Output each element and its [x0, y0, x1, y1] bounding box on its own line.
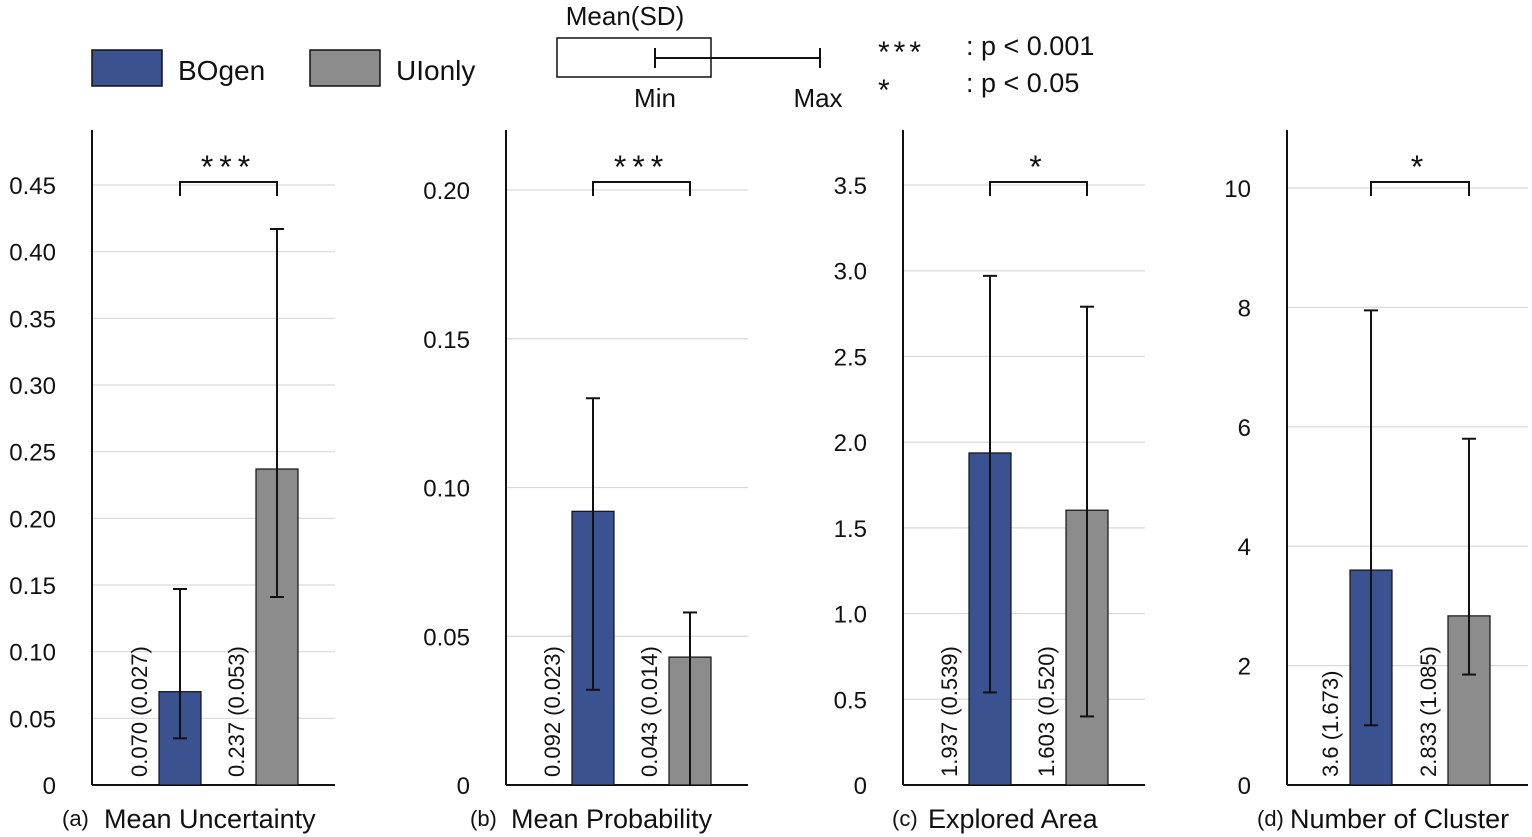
panel-d: 0 2 4 6 8 10 3.6 (1.673) 2.833 (1.085) * (d) N…: [1224, 130, 1528, 834]
y-tick-label: 2.5: [834, 344, 867, 371]
legend-swatch-uionly: [309, 49, 381, 87]
y-tick-label: 6: [1238, 415, 1251, 442]
y-tick-label: 0.10: [9, 640, 56, 667]
panel-title: Mean Probability: [511, 804, 713, 834]
data-label-uionly: 2.833 (1.085): [1416, 646, 1441, 777]
panel-c: 0 0.5 1.0 1.5 2.0 2.5 3.0 3.5 1.937 (0.539) 1.60…: [834, 130, 1145, 834]
legend-significance: *** : p < 0.001 * : p < 0.05: [878, 31, 1094, 107]
significance-bracket: ***: [179, 149, 278, 196]
y-tick-label: 0.15: [9, 573, 56, 600]
y-tick-label: 3.0: [834, 259, 867, 286]
y-tick-label: 2.0: [834, 430, 867, 457]
significance-bracket: *: [989, 149, 1088, 196]
y-tick-label: 0.30: [9, 373, 56, 400]
box-key-min-label: Min: [634, 83, 676, 113]
significance-bracket: *: [1370, 149, 1470, 196]
y-tick-label: 0.40: [9, 240, 56, 267]
box-key-mean-label: Mean(SD): [566, 1, 684, 31]
y-tick-label: 0: [854, 773, 867, 800]
y-tick-label: 0: [457, 773, 470, 800]
y-tick-label: 4: [1238, 534, 1251, 561]
panel-b: 0 0.05 0.10 0.15 0.20 0.092 (0.023) 0.043 (0.…: [423, 130, 748, 834]
data-label-bogen: 3.6 (1.673): [1318, 671, 1343, 777]
bars: 0.070 (0.027) 0.237 (0.053): [127, 228, 299, 786]
y-tick-label: 0.05: [423, 624, 470, 651]
y-tick-label: 2: [1238, 654, 1251, 681]
panel-letter: (a): [62, 806, 89, 831]
y-tick-label: 0.20: [9, 506, 56, 533]
bars: 1.937 (0.539) 1.603 (0.520): [937, 274, 1109, 786]
bracket-line: [179, 181, 278, 196]
significance-text-low: : p < 0.05: [966, 68, 1079, 98]
y-tick-label: 0.20: [423, 178, 470, 205]
legend-label-bogen: BOgen: [178, 55, 265, 86]
data-label-uionly: 0.043 (0.014): [637, 646, 662, 777]
y-ticks: 0 2 4 6 8 10: [1224, 176, 1251, 800]
legend-label-uionly: UIonly: [396, 55, 475, 86]
gridlines: [1287, 187, 1528, 667]
gridlines: [506, 189, 748, 637]
panel-title: Number of Cluster: [1290, 804, 1509, 834]
data-label-bogen: 0.070 (0.027): [127, 646, 152, 777]
significance-stars: ***: [614, 149, 669, 185]
legend-swatch-bogen: [91, 49, 163, 87]
y-tick-label: 0.35: [9, 306, 56, 333]
bracket-line: [989, 181, 1088, 196]
panel-letter: (c): [892, 806, 918, 831]
data-label-uionly: 0.237 (0.053): [224, 646, 249, 777]
data-label-bogen: 1.937 (0.539): [937, 646, 962, 777]
y-ticks: 0 0.05 0.10 0.15 0.20: [423, 178, 470, 800]
panel-letter: (b): [470, 806, 497, 831]
significance-stars: *: [1029, 149, 1047, 185]
y-tick-label: 3.5: [834, 173, 867, 200]
y-tick-label: 10: [1224, 176, 1251, 203]
legend: BOgen UIonly: [91, 49, 475, 87]
gridlines: [903, 184, 1145, 700]
box-key-max-label: Max: [793, 83, 842, 113]
y-tick-label: 1.0: [834, 602, 867, 629]
panel-letter: (d): [1257, 806, 1284, 831]
y-tick-label: 0: [1238, 773, 1251, 800]
bracket-line: [592, 181, 691, 196]
y-ticks: 0 0.05 0.10 0.15 0.20 0.25 0.30 0.35 0.40 0.45: [9, 173, 56, 800]
significance-bracket: ***: [592, 149, 691, 196]
legend-box-key: Mean(SD) Min Max: [556, 1, 843, 113]
y-ticks: 0 0.5 1.0 1.5 2.0 2.5 3.0 3.5: [834, 173, 867, 800]
panel-title: Mean Uncertainty: [104, 804, 316, 834]
significance-text-high: : p < 0.001: [966, 31, 1094, 61]
significance-stars: ***: [201, 149, 256, 185]
panel-a: 0 0.05 0.10 0.15 0.20 0.25 0.30 0.35 0.40 0.45 0.…: [9, 130, 335, 834]
y-tick-label: 8: [1238, 295, 1251, 322]
y-tick-label: 0.15: [423, 327, 470, 354]
panel-title: Explored Area: [928, 804, 1099, 834]
y-tick-label: 0.45: [9, 173, 56, 200]
y-tick-label: 0.5: [834, 687, 867, 714]
y-tick-label: 0.10: [423, 476, 470, 503]
bracket-line: [1370, 181, 1470, 196]
y-tick-label: 1.5: [834, 516, 867, 543]
significance-stars: *: [1411, 149, 1429, 185]
data-label-uionly: 1.603 (0.520): [1034, 646, 1059, 777]
y-tick-label: 0.05: [9, 706, 56, 733]
y-tick-label: 0.25: [9, 440, 56, 467]
data-label-bogen: 0.092 (0.023): [540, 646, 565, 777]
y-tick-label: 0: [43, 773, 56, 800]
significance-symbol-low: *: [878, 74, 890, 107]
bars: 3.6 (1.673) 2.833 (1.085): [1318, 309, 1491, 786]
bars: 0.092 (0.023) 0.043 (0.014): [540, 397, 712, 786]
significance-symbol-high: ***: [878, 36, 925, 69]
